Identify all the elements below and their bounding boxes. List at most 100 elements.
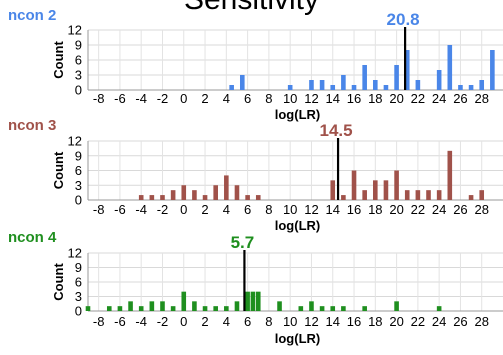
y-tick-label: 9 [75, 38, 82, 53]
x-tick-label: 2 [201, 202, 208, 217]
bar [319, 80, 325, 90]
y-tick-label: 3 [75, 68, 82, 83]
bar [447, 45, 453, 90]
bar [404, 190, 410, 200]
panel-title: ncon 4 [8, 229, 57, 246]
bar [192, 190, 197, 200]
bar [106, 306, 112, 311]
x-tick-label: -8 [93, 314, 105, 329]
x-tick-label: 10 [283, 202, 297, 217]
bar [202, 195, 208, 200]
bar [255, 291, 261, 311]
x-tick-label: 24 [432, 91, 446, 106]
y-axis-label: Count [51, 41, 66, 79]
x-tick-label: -6 [114, 91, 126, 106]
x-tick-label: 18 [368, 314, 382, 329]
x-tick-label: 24 [432, 202, 446, 217]
x-tick-label: 0 [180, 202, 187, 217]
x-tick-label: 16 [347, 314, 361, 329]
x-tick-label: 20 [389, 202, 403, 217]
x-tick-label: -2 [157, 314, 169, 329]
x-tick-label: -2 [157, 202, 169, 217]
bar [394, 65, 399, 90]
x-tick-label: 26 [453, 202, 467, 217]
bar [479, 190, 485, 200]
panel-title: ncon 3 [8, 117, 56, 134]
bar [224, 175, 229, 200]
x-tick-label: 10 [283, 314, 297, 329]
x-tick-label: -8 [93, 91, 105, 106]
bar [330, 180, 336, 200]
x-tick-label: 14 [326, 314, 340, 329]
bar [490, 50, 495, 90]
x-tick-label: 0 [180, 91, 187, 106]
x-tick-label: 20 [389, 91, 403, 106]
x-tick-label: 18 [368, 202, 382, 217]
bar [415, 190, 421, 200]
x-tick-label: 16 [347, 202, 361, 217]
bar [330, 306, 336, 311]
bar [170, 306, 176, 311]
bar [128, 301, 133, 311]
y-tick-label: 0 [75, 304, 82, 319]
x-tick-label: 6 [244, 314, 251, 329]
bar [468, 195, 474, 200]
bar [373, 80, 378, 90]
bar [362, 65, 367, 90]
y-tick-label: 0 [75, 193, 82, 208]
y-tick-label: 9 [75, 260, 82, 275]
bar [426, 190, 431, 200]
bar [447, 150, 453, 200]
x-tick-label: 10 [283, 91, 297, 106]
bar [436, 70, 442, 90]
marker-label: 5.7 [231, 233, 255, 252]
bar [85, 306, 91, 311]
bar [239, 75, 245, 90]
bar [224, 306, 229, 311]
x-tick-label: 14 [326, 202, 340, 217]
x-tick-label: 22 [411, 202, 425, 217]
x-tick-label: 14 [326, 91, 340, 106]
x-axis-label: log(LR) [275, 331, 320, 346]
bar [255, 195, 261, 200]
bar [479, 80, 485, 90]
bar [436, 306, 442, 311]
x-tick-label: 2 [201, 314, 208, 329]
y-tick-label: 12 [68, 23, 82, 38]
bar [181, 291, 187, 311]
bar [138, 306, 144, 311]
y-tick-label: 12 [68, 246, 82, 261]
x-tick-label: -4 [135, 202, 147, 217]
bar [373, 180, 378, 200]
bar [298, 306, 304, 311]
x-tick-label: 0 [180, 314, 187, 329]
bar [362, 190, 367, 200]
bar [341, 75, 346, 90]
x-tick-label: -4 [135, 314, 147, 329]
marker-label: 20.8 [387, 10, 420, 29]
x-tick-label: 12 [304, 91, 318, 106]
y-tick-label: 6 [75, 163, 82, 178]
bar [160, 195, 165, 200]
x-tick-label: 22 [411, 91, 425, 106]
bar [351, 170, 357, 200]
bar [250, 291, 256, 311]
x-tick-label: 18 [368, 91, 382, 106]
bar [202, 306, 208, 311]
x-tick-label: 28 [474, 314, 488, 329]
y-tick-label: 12 [68, 134, 82, 149]
x-axis-label: log(LR) [275, 107, 320, 122]
bar [160, 301, 165, 311]
bar [213, 185, 218, 200]
bar [458, 85, 463, 90]
x-tick-label: 16 [347, 91, 361, 106]
x-tick-label: 20 [389, 314, 403, 329]
x-tick-label: 4 [223, 314, 230, 329]
bar [404, 50, 410, 90]
bar [277, 301, 282, 311]
bar [341, 195, 346, 200]
bar [351, 85, 357, 90]
x-tick-label: 26 [453, 314, 467, 329]
x-tick-label: -2 [157, 91, 169, 106]
